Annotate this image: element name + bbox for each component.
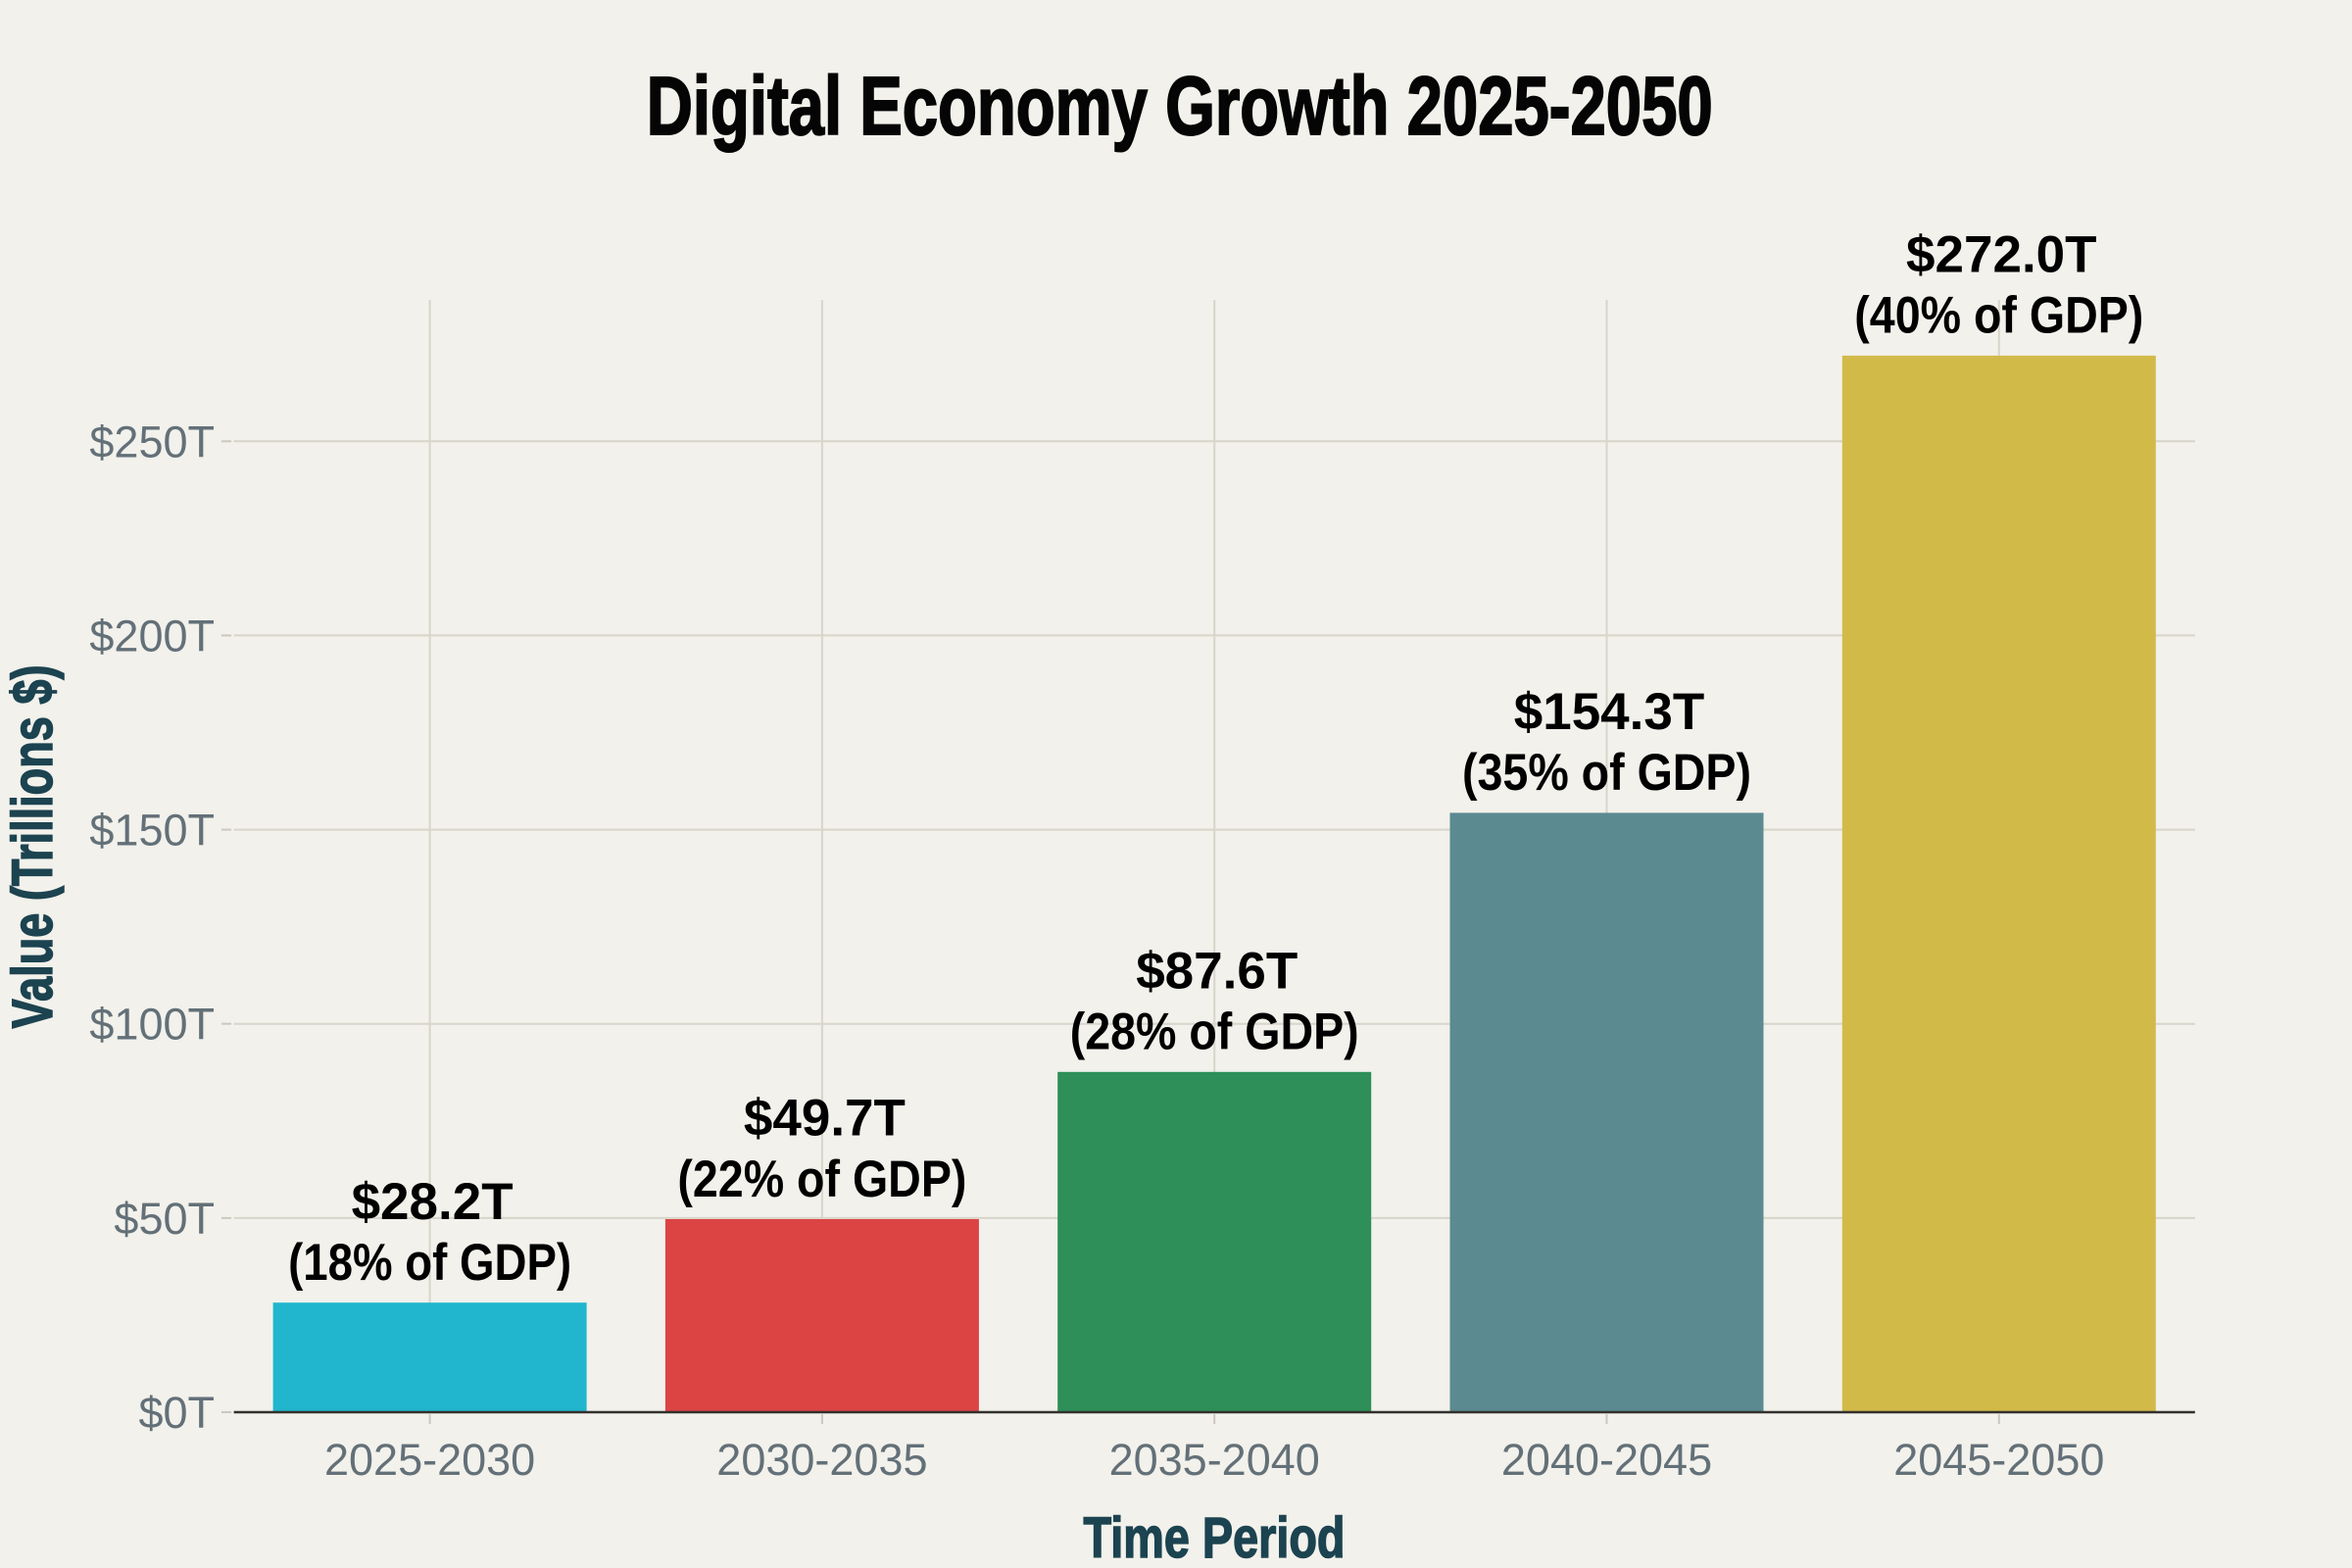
svg-text:$250T: $250T xyxy=(89,416,215,466)
svg-text:(18% of GDP): (18% of GDP) xyxy=(288,1234,571,1292)
svg-text:(22% of GDP): (22% of GDP) xyxy=(677,1151,966,1208)
svg-text:(28% of GDP): (28% of GDP) xyxy=(1070,1004,1359,1061)
svg-text:$200T: $200T xyxy=(89,611,215,661)
svg-text:2030-2035: 2030-2035 xyxy=(716,1435,927,1485)
svg-text:Value (Trillions $): Value (Trillions $) xyxy=(1,665,65,1029)
svg-text:$272.0T: $272.0T xyxy=(1906,226,2096,284)
svg-text:$100T: $100T xyxy=(89,1000,215,1050)
svg-text:$50T: $50T xyxy=(114,1194,215,1244)
svg-text:2025-2030: 2025-2030 xyxy=(324,1435,535,1485)
svg-text:$150T: $150T xyxy=(89,806,215,856)
svg-text:2045-2050: 2045-2050 xyxy=(1893,1435,2104,1485)
svg-text:2035-2040: 2035-2040 xyxy=(1109,1435,1320,1485)
svg-text:$87.6T: $87.6T xyxy=(1136,942,1298,1000)
svg-text:2040-2045: 2040-2045 xyxy=(1501,1435,1712,1485)
svg-text:Time Period: Time Period xyxy=(1084,1506,1346,1568)
svg-text:(35% of GDP): (35% of GDP) xyxy=(1462,744,1751,802)
svg-text:$49.7T: $49.7T xyxy=(744,1090,906,1148)
svg-text:$154.3T: $154.3T xyxy=(1514,683,1704,741)
svg-text:$0T: $0T xyxy=(138,1388,215,1438)
svg-text:(40% of GDP): (40% of GDP) xyxy=(1854,287,2143,345)
svg-text:Digital Economy Growth 2025-20: Digital Economy Growth 2025-2050 xyxy=(647,60,1713,152)
svg-text:$28.2T: $28.2T xyxy=(352,1173,514,1231)
